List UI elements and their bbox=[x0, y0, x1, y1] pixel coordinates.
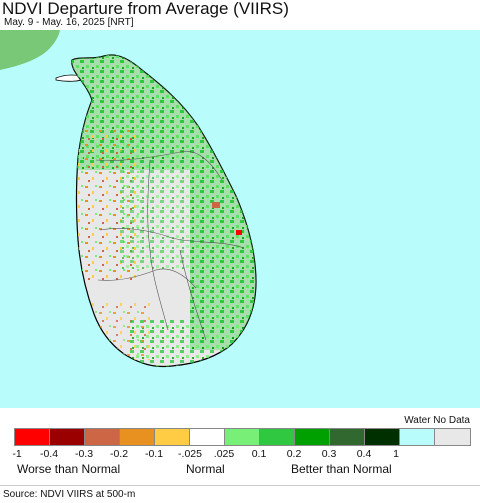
legend-swatch-6 bbox=[190, 429, 225, 445]
ndvi-map bbox=[0, 30, 480, 408]
legend-swatch-2 bbox=[50, 429, 85, 445]
legend-swatch-1 bbox=[15, 429, 50, 445]
legend-swatch-8 bbox=[260, 429, 295, 445]
legend-swatch-water bbox=[400, 429, 435, 445]
legend-tick: 1 bbox=[393, 448, 399, 460]
legend-swatch-10 bbox=[330, 429, 365, 445]
ndvi-vegetation-layer bbox=[71, 54, 256, 367]
sri-lanka-map-svg bbox=[0, 30, 257, 368]
legend-tick: -0.3 bbox=[74, 448, 94, 460]
legend-tick: 0.2 bbox=[286, 448, 302, 460]
india-coast-land bbox=[0, 30, 60, 70]
legend-swatch-9 bbox=[295, 429, 330, 445]
legend-better-label: Better than Normal bbox=[291, 462, 392, 476]
legend-worse-label: Worse than Normal bbox=[17, 462, 121, 476]
map-subtitle: May. 9 - May. 16, 2025 [NRT] bbox=[4, 17, 134, 28]
legend-swatch-11 bbox=[365, 429, 400, 445]
legend-swatch-5 bbox=[155, 429, 190, 445]
legend-swatch-7 bbox=[225, 429, 260, 445]
legend-water-no-data-label: Water No Data bbox=[404, 415, 470, 426]
map-title: NDVI Departure from Average (VIIRS) bbox=[2, 0, 289, 18]
legend-swatch-no-data bbox=[435, 429, 470, 445]
legend-tick: 0.4 bbox=[356, 448, 372, 460]
legend-swatch-3 bbox=[85, 429, 120, 445]
legend-tick: -1 bbox=[12, 448, 22, 460]
legend-categories: Worse than Normal Normal Better than Nor… bbox=[0, 462, 480, 478]
legend-tick: -0.4 bbox=[39, 448, 59, 460]
legend-tick: -0.2 bbox=[109, 448, 129, 460]
legend-swatch-4 bbox=[120, 429, 155, 445]
legend-tick: -.025 bbox=[178, 448, 202, 460]
legend-color-bar bbox=[14, 428, 471, 446]
legend-tick: 0.1 bbox=[251, 448, 267, 460]
source-footer: Source: NDVI VIIRS at 500-m bbox=[0, 485, 480, 502]
legend-tick: .025 bbox=[213, 448, 235, 460]
legend-tick: -0.1 bbox=[144, 448, 164, 460]
legend-normal-label: Normal bbox=[186, 462, 225, 476]
legend-ticks: -1 -0.4 -0.3 -0.2 -0.1 -.025 .025 0.1 0.… bbox=[0, 448, 480, 462]
province-boundaries bbox=[95, 150, 245, 341]
legend-tick: 0.3 bbox=[321, 448, 337, 460]
